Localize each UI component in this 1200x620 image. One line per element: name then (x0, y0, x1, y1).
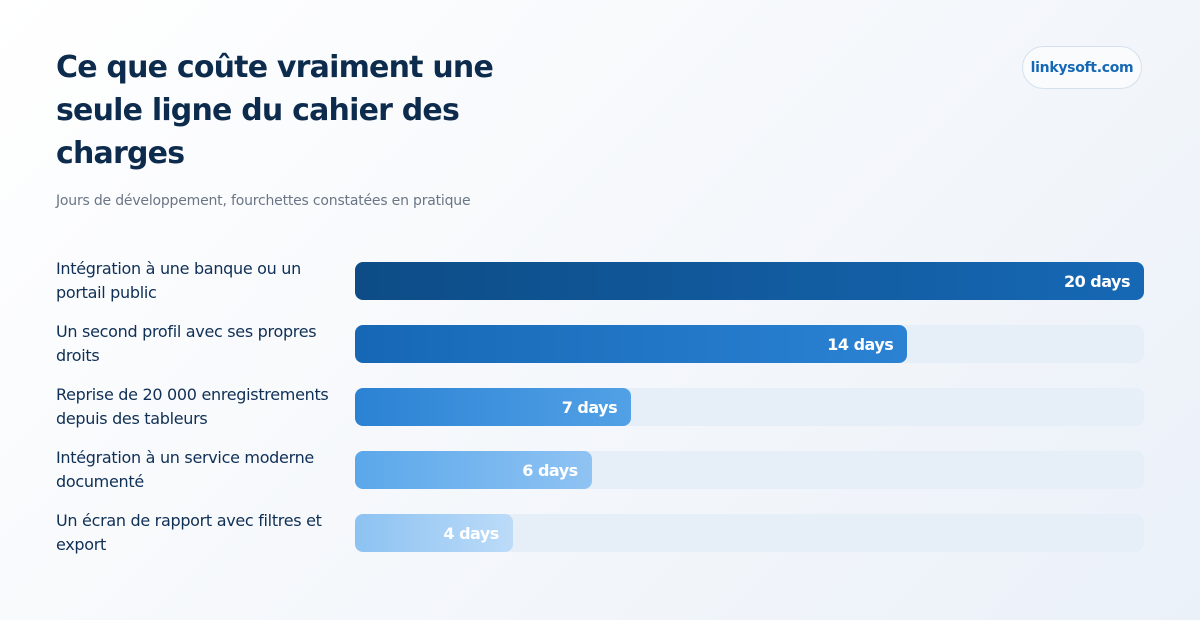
bar-track: 14 days (355, 325, 1144, 363)
bar-label: Un second profil avec ses propres droits (56, 322, 317, 365)
bar: 20 days (355, 262, 1144, 300)
bar: 7 days (355, 388, 632, 426)
bar: 14 days (355, 325, 908, 363)
bar-label: Intégration à une banque ou un portail p… (56, 259, 301, 302)
bar-value-label: 20 days (1063, 271, 1131, 291)
bar-value-label: 6 days (522, 460, 578, 480)
bar-label: Reprise de 20 000 enregistrements depuis… (56, 385, 329, 428)
chart-subtitle: Jours de développement, fourchettes cons… (56, 193, 471, 209)
bar-label: Un écran de rapport avec filtres et expo… (56, 511, 322, 554)
bar-value-label: 4 days (443, 523, 499, 543)
bar-track: 20 days (355, 262, 1144, 300)
chart-title: Ce que coûte vraiment une seule ligne du… (56, 50, 494, 171)
bar-track: 6 days (355, 451, 1144, 489)
brand-link[interactable]: linkysoft.com (1022, 46, 1142, 89)
bar-track: 4 days (355, 514, 1144, 552)
bar-value-label: 14 days (827, 334, 894, 354)
bar: 6 days (355, 451, 592, 489)
bar-track: 7 days (355, 388, 1144, 426)
bar: 4 days (355, 514, 513, 552)
bar-value-label: 7 days (561, 397, 618, 417)
bar-label: Intégration à un service moderne documen… (56, 448, 314, 491)
